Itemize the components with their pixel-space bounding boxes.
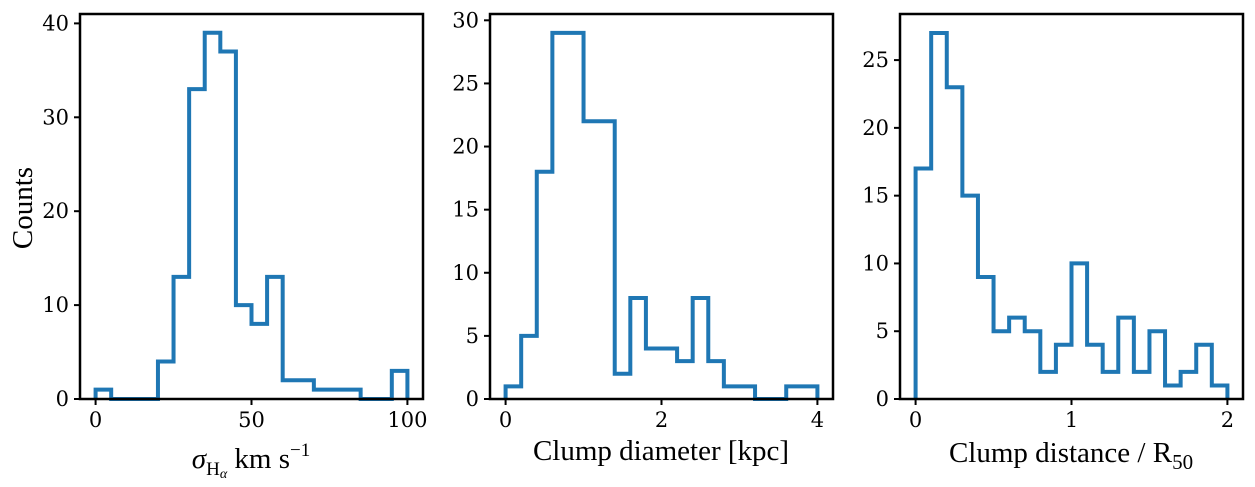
x-tick-label: 2 [1221,408,1234,432]
x-tick-label: 0 [89,408,102,432]
y-axis: 0 5 10 15 20 25 30 [452,8,490,411]
y-tick-label: 25 [862,48,889,72]
y-tick-label: 0 [56,387,69,411]
x-axis-label: σHα km s−1 [192,440,310,482]
y-tick-label: 40 [42,11,69,35]
y-axis-label: Counts [7,167,39,249]
x-axis: 0 2 4 [499,399,824,432]
y-tick-label: 15 [862,184,889,208]
y-tick-label: 20 [42,199,69,223]
x-axis: 0 50 100 [89,399,427,432]
y-tick-label: 20 [862,116,889,140]
y-tick-label: 10 [42,293,69,317]
x-tick-label: 2 [655,408,668,432]
panel-clump-diameter: 0 2 4 0 5 10 15 20 25 30 Clump diameter [kpc] [452,8,835,467]
plot-frame [488,12,835,401]
y-axis: 0 5 10 15 20 25 [862,48,900,411]
x-axis-label: Clump distance / R50 [949,437,1193,474]
y-tick-label: 30 [452,8,479,32]
y-tick-label: 0 [466,387,479,411]
x-tick-label: 0 [499,408,512,432]
x-axis-label: Clump diameter [kpc] [533,435,789,467]
x-tick-label: 1 [1065,408,1078,432]
panel-clump-distance: 0 1 2 0 5 10 15 20 25 Clump distance / R50 [862,12,1245,474]
y-tick-label: 15 [452,198,479,222]
y-tick-label: 25 [452,71,479,95]
histogram-outline [503,30,820,401]
y-tick-label: 20 [452,135,479,159]
plot-frame [898,12,1245,401]
histogram-outline [913,30,1230,399]
x-tick-label: 0 [909,408,922,432]
x-axis: 0 1 2 [909,399,1234,432]
y-tick-label: 10 [862,251,889,275]
x-tick-label: 50 [238,408,265,432]
y-tick-label: 10 [452,261,479,285]
x-tick-label: 100 [387,408,427,432]
y-tick-label: 30 [42,105,69,129]
y-axis: 0 10 20 30 40 [42,11,80,411]
x-tick-label: 4 [811,408,824,432]
y-tick-label: 5 [466,324,479,348]
plot-frame [78,12,425,401]
y-tick-label: 0 [876,387,889,411]
panel-velocity-dispersion: 0 50 100 0 10 20 30 40 σHα km s−1 Counts [7,11,427,482]
histogram-outline [93,30,410,401]
y-tick-label: 5 [876,319,889,343]
